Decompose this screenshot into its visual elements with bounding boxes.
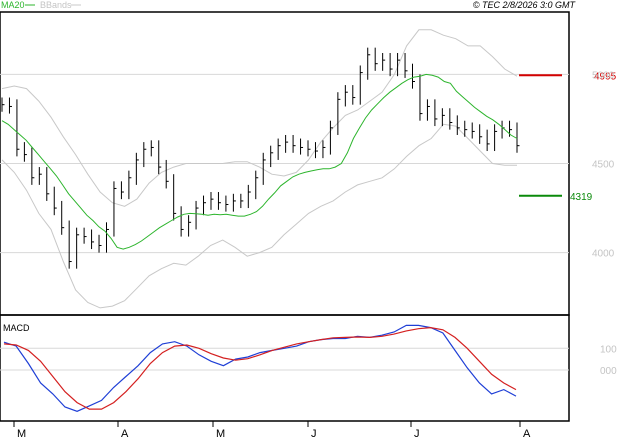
macd-line bbox=[3, 324, 517, 412]
legend-bbands: BBands bbox=[40, 0, 72, 10]
level-lines: 4995 4319 bbox=[519, 71, 617, 203]
x-tick-label: A bbox=[121, 428, 129, 440]
price-tick-label: 4500 bbox=[592, 160, 615, 171]
price-tick-label: 5000 bbox=[592, 70, 615, 81]
ma20-layer bbox=[1, 73, 518, 250]
resistance-label: 4995 bbox=[594, 71, 617, 82]
price-bars bbox=[1, 47, 520, 269]
macd-tick-label: 000 bbox=[600, 366, 617, 377]
bbands-lower-line bbox=[1, 123, 517, 309]
bbands-upper-line bbox=[1, 29, 518, 207]
x-tick-label: J bbox=[414, 428, 420, 440]
x-tick-label: M bbox=[216, 428, 225, 440]
macd-title: MACD bbox=[3, 323, 30, 333]
x-tick-label: J bbox=[311, 428, 317, 440]
ma20-line bbox=[1, 73, 518, 250]
gridlines bbox=[0, 73, 569, 254]
macd-panel-frame bbox=[0, 314, 570, 422]
legend-ma20: MA20 bbox=[1, 0, 25, 10]
macd-layer bbox=[0, 324, 569, 412]
x-tick-label: M bbox=[17, 428, 26, 440]
support-label: 4319 bbox=[570, 192, 593, 203]
bbands-layer bbox=[1, 29, 518, 309]
price-tick-label: 4000 bbox=[592, 249, 615, 260]
copyright-timestamp: © TEC 2/8/2026 3:0 GMT bbox=[473, 0, 577, 10]
axes: 5000 4500 4000 100 000 M A M J J A bbox=[13, 70, 617, 440]
macd-tick-label: 100 bbox=[600, 344, 617, 355]
signal-line bbox=[3, 326, 517, 410]
x-tick-label: A bbox=[523, 428, 531, 440]
